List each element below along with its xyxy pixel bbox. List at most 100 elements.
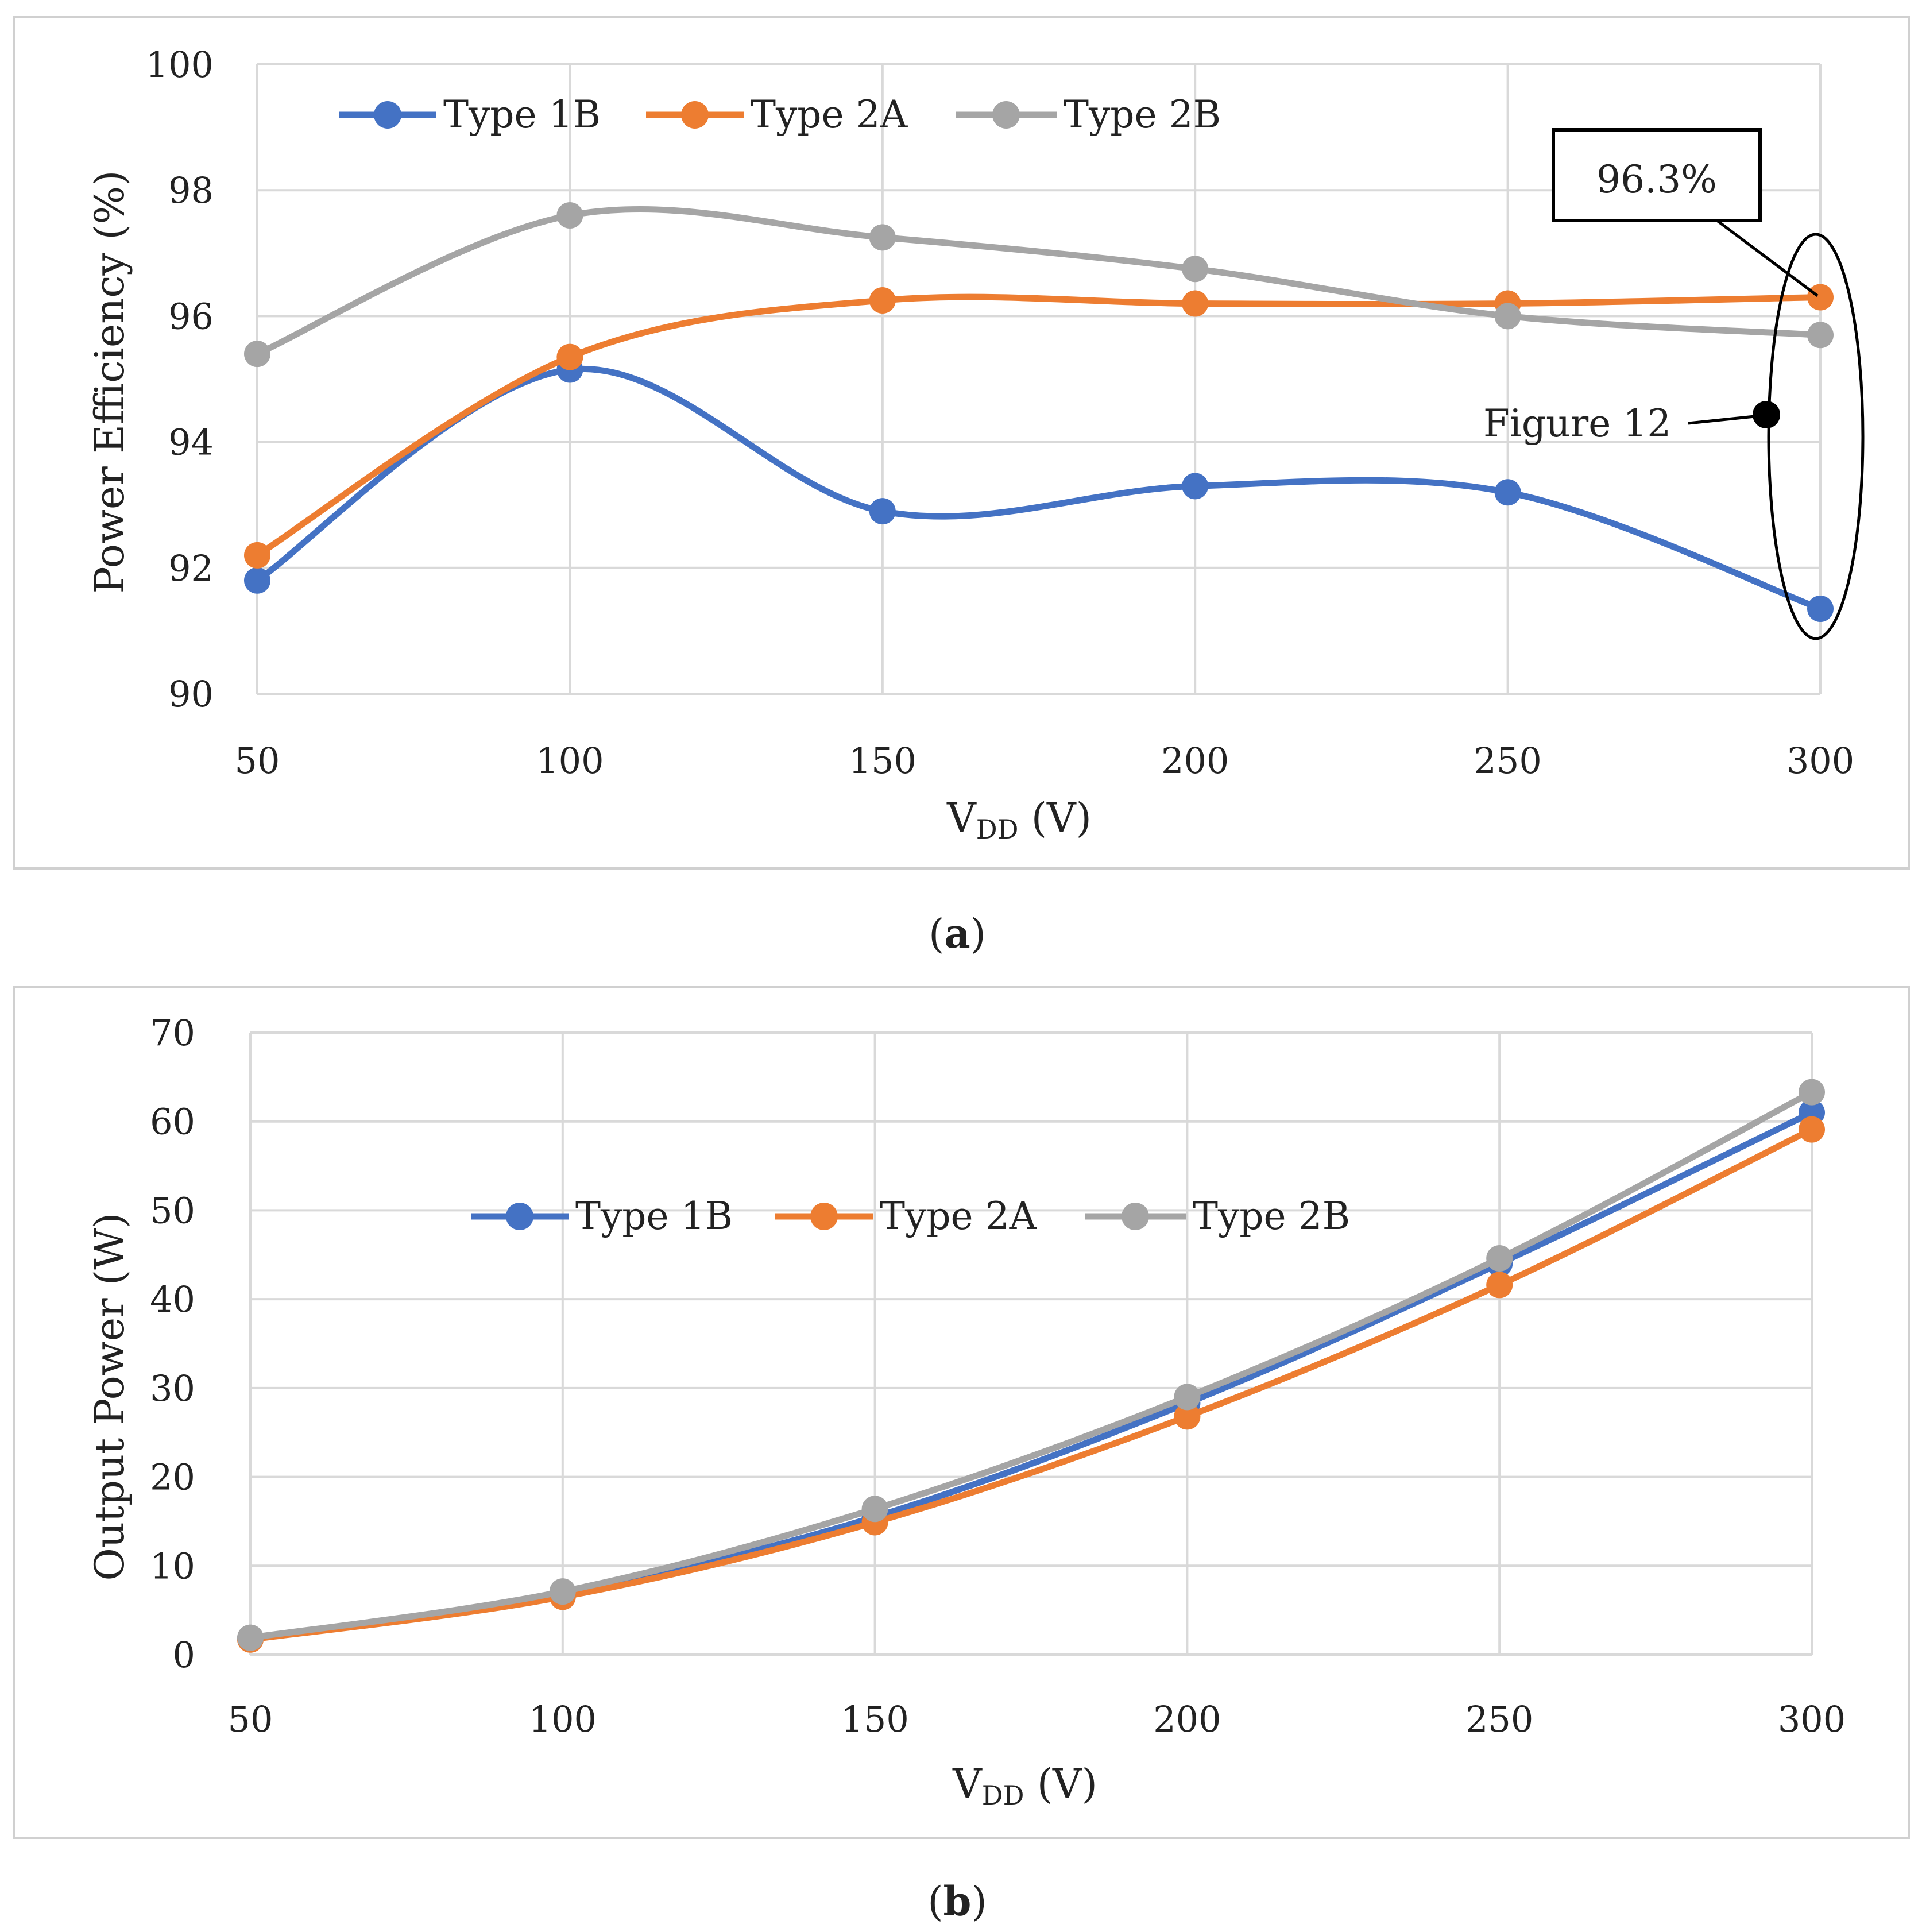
panel-b-x-tick-label: 150 bbox=[841, 1698, 908, 1740]
panel-b-legend-label-type-1b: Type 1B bbox=[575, 1194, 733, 1238]
panel-a-point-type-1b-300 bbox=[1807, 596, 1834, 623]
panel-a-point-type-2b-200 bbox=[1182, 256, 1209, 283]
panel-a: 90 92 94 96 98 100 50 100 150 200 250 300 Power Ef… bbox=[13, 16, 1910, 957]
panel-a-x-axis-title-main: V bbox=[946, 794, 977, 841]
panel-b-y-tick-label: 20 bbox=[150, 1456, 195, 1498]
panel-a-series bbox=[244, 202, 1834, 623]
panel-a-x-axis-title-unit: (V) bbox=[1018, 794, 1091, 841]
panel-a-line-type-2b bbox=[254, 206, 1824, 357]
panel-a-x-tick-label: 250 bbox=[1474, 740, 1541, 782]
panel-b-point-type-2b-50 bbox=[237, 1624, 264, 1651]
panel-b-x-tick-label: 300 bbox=[1778, 1698, 1846, 1740]
panel-b-legend-item-type-1b: Type 1B bbox=[471, 1194, 733, 1238]
panel-a-legend-label-type-2b: Type 2B bbox=[1064, 92, 1221, 137]
panel-b-legend-marker-type-1b bbox=[506, 1203, 533, 1230]
panel-b-point-type-2a-250 bbox=[1486, 1272, 1513, 1299]
panel-a-x-tick-label: 300 bbox=[1786, 740, 1854, 782]
panel-b-point-type-2a-200 bbox=[1174, 1403, 1201, 1430]
panel-b-y-tick-label: 30 bbox=[150, 1367, 195, 1409]
panel-a-caption: (a) bbox=[929, 910, 986, 957]
panel-a-point-type-2a-150 bbox=[869, 287, 896, 314]
panel-a-y-tick-label: 90 bbox=[168, 673, 214, 715]
panel-b-y-axis-title: Output Power (W) bbox=[86, 1213, 133, 1581]
panel-a-point-type-2b-100 bbox=[556, 202, 583, 229]
panel-b-caption: (b) bbox=[927, 1877, 987, 1925]
panel-b-legend-marker-type-2a bbox=[810, 1203, 838, 1230]
panel-b-x-tick-label: 200 bbox=[1153, 1698, 1221, 1740]
panel-b-point-type-2a-300 bbox=[1799, 1116, 1825, 1143]
panel-b-point-type-2b-250 bbox=[1486, 1245, 1513, 1272]
panel-b-x-ticks: 50 100 150 200 250 300 bbox=[228, 1698, 1846, 1740]
panel-b-line-type-2b bbox=[247, 1089, 1815, 1641]
panel-b-x-tick-label: 100 bbox=[529, 1698, 597, 1740]
panel-b-x-axis-title-main: V bbox=[952, 1760, 983, 1807]
panel-a-point-type-2a-100 bbox=[556, 343, 583, 370]
panel-b-y-tick-label: 60 bbox=[150, 1101, 195, 1143]
figure-ref-dot bbox=[1753, 401, 1780, 428]
panel-a-x-axis-title-sub: DD bbox=[976, 814, 1019, 845]
panel-b-series-type-2b bbox=[237, 1079, 1825, 1651]
panel-a-point-type-2a-300 bbox=[1807, 284, 1834, 311]
panel-b-gridlines bbox=[249, 1031, 1813, 1656]
panel-a-y-tick-label: 98 bbox=[168, 169, 214, 211]
panel-b-y-tick-label: 70 bbox=[150, 1012, 195, 1054]
panel-b-y-ticks: 0 10 20 30 40 50 60 70 bbox=[150, 1012, 195, 1676]
panel-a-point-type-2b-150 bbox=[869, 224, 896, 251]
panel-a-x-tick-label: 50 bbox=[235, 740, 280, 782]
panel-b-y-tick-label: 40 bbox=[150, 1278, 195, 1320]
panel-a-point-type-1b-150 bbox=[869, 498, 896, 525]
callout-box bbox=[1552, 128, 1762, 222]
panel-b-x-axis-title-unit: (V) bbox=[1024, 1760, 1097, 1807]
panel-b-frame bbox=[13, 986, 1910, 1839]
panel-b-legend-item-type-2b: Type 2B bbox=[1085, 1194, 1350, 1238]
panel-b-legend-label-type-2a: Type 2A bbox=[880, 1194, 1038, 1238]
panel-b-series bbox=[237, 1079, 1825, 1653]
callout-text: 96.3% bbox=[1596, 157, 1717, 202]
panel-a-x-axis-title: VDD (V) bbox=[946, 794, 1092, 845]
panel-a-legend-marker-type-2b bbox=[992, 101, 1020, 129]
panel-b-x-tick-label: 250 bbox=[1465, 1698, 1533, 1740]
panel-a-x-tick-label: 200 bbox=[1161, 740, 1229, 782]
panel-a-y-tick-label: 96 bbox=[168, 295, 214, 337]
panel-b-legend-marker-type-2b bbox=[1122, 1203, 1149, 1230]
panel-a-point-type-1b-250 bbox=[1494, 479, 1521, 506]
panel-a-legend: Type 1B Type 2A Type 2B bbox=[339, 92, 1221, 137]
panel-a-point-type-1b-50 bbox=[244, 567, 270, 594]
panel-b-point-type-2b-300 bbox=[1799, 1079, 1825, 1106]
panel-a-y-axis-title: Power Efficiency (%) bbox=[86, 171, 133, 594]
panel-a-line-type-2a bbox=[254, 293, 1824, 559]
panel-b-x-axis-title-sub: DD bbox=[982, 1780, 1024, 1811]
panel-b-point-type-2b-100 bbox=[549, 1578, 576, 1605]
panel-a-legend-label-type-1b: Type 1B bbox=[443, 92, 601, 137]
panel-b-y-tick-label: 50 bbox=[150, 1189, 195, 1231]
panel-a-legend-item-type-2b: Type 2B bbox=[956, 92, 1221, 137]
panel-b-legend-label-type-2b: Type 2B bbox=[1193, 1194, 1350, 1238]
panel-a-point-type-2a-200 bbox=[1182, 290, 1209, 317]
panel-a-legend-label-type-2a: Type 2A bbox=[751, 92, 908, 137]
panel-a-x-tick-label: 100 bbox=[536, 740, 604, 782]
panel-a-legend-marker-type-1b bbox=[374, 101, 401, 129]
panel-b: 0 10 20 30 40 50 60 70 50 100 150 200 250 300 Output… bbox=[13, 986, 1910, 1925]
panel-b-legend-item-type-2a: Type 2A bbox=[775, 1194, 1038, 1238]
panel-b-point-type-2b-150 bbox=[861, 1496, 888, 1523]
panel-a-y-ticks: 90 92 94 96 98 100 bbox=[146, 44, 214, 715]
panel-a-point-type-2a-50 bbox=[244, 542, 270, 569]
panel-a-annotations: 96.3% Figure 12 bbox=[1483, 128, 1865, 640]
panel-a-y-tick-label: 94 bbox=[168, 422, 214, 463]
panel-b-x-tick-label: 50 bbox=[228, 1698, 273, 1740]
highlight-ellipse bbox=[1767, 233, 1865, 640]
panel-b-x-axis-title: VDD (V) bbox=[952, 1760, 1097, 1811]
panel-a-x-ticks: 50 100 150 200 250 300 bbox=[235, 740, 1855, 782]
panel-a-point-type-2b-50 bbox=[244, 341, 270, 368]
panel-a-x-tick-label: 150 bbox=[849, 740, 916, 782]
figure-ref-label: Figure 12 bbox=[1483, 401, 1671, 446]
panel-a-legend-item-type-1b: Type 1B bbox=[339, 92, 601, 137]
panel-a-legend-item-type-2a: Type 2A bbox=[646, 92, 908, 137]
panel-b-line-type-2a bbox=[247, 1126, 1815, 1643]
panel-b-y-tick-label: 0 bbox=[173, 1634, 195, 1676]
panel-a-point-type-2b-300 bbox=[1807, 322, 1834, 349]
panel-b-legend: Type 1B Type 2A Type 2B bbox=[471, 1194, 1350, 1238]
panel-b-point-type-2b-200 bbox=[1174, 1384, 1201, 1411]
panel-a-point-type-1b-200 bbox=[1182, 473, 1209, 500]
